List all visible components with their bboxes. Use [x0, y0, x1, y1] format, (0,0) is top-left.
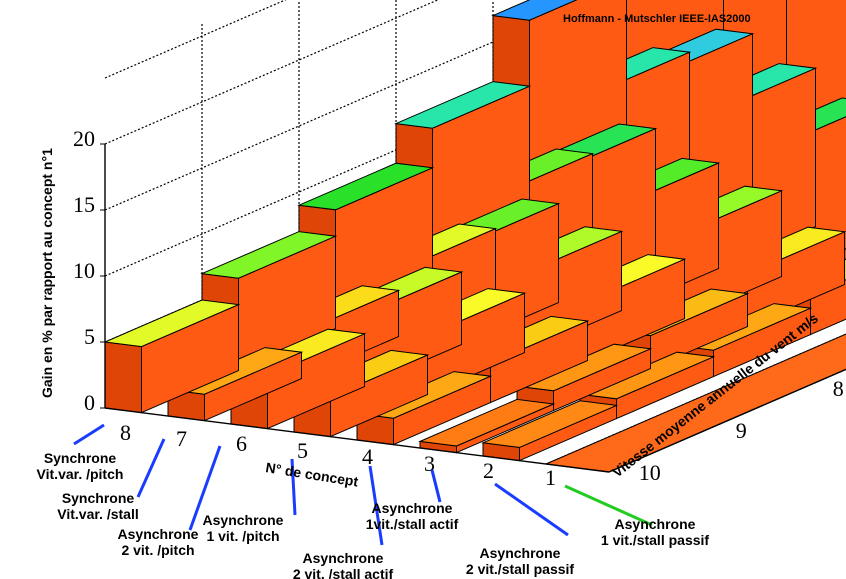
bar-top: [297, 162, 435, 211]
concept-name: Vit.var. /pitch: [37, 466, 124, 482]
concept-name: Asynchrone: [118, 526, 199, 542]
bar-top: [491, 0, 578, 21]
concept-leader-line: [188, 445, 222, 531]
chart-credit: Hoffmann - Mutschler IEEE-IAS2000: [563, 13, 751, 25]
grid-line-horizontal: [104, 0, 846, 211]
concept-number: 6: [236, 431, 247, 456]
bar-top: [103, 299, 241, 348]
z-tick-label: 9: [736, 418, 747, 443]
concept-number: 5: [297, 438, 308, 463]
concept-name: 1 vit. /pitch: [206, 528, 279, 544]
concept-number: 4: [362, 444, 373, 469]
chart-bars: [103, 0, 846, 462]
concept-name: Asynchrone: [203, 512, 284, 528]
bar-top: [481, 400, 619, 448]
concept-name: 2 vit. /pitch: [121, 542, 194, 558]
concept-leader-line: [290, 458, 297, 516]
concept-name: Asynchrone: [303, 550, 384, 566]
concept-name: Asynchrone: [480, 545, 561, 561]
y-tick-label: 20: [73, 126, 95, 151]
concept-name: 1vit./stall actif: [366, 516, 459, 532]
bar-top: [200, 231, 338, 279]
y-tick-label: 5: [84, 324, 95, 349]
y-tick-label: 10: [73, 258, 95, 283]
concept-name: Synchrone: [62, 490, 135, 506]
z-axis-line: [608, 368, 846, 473]
concept-name: 2 vit. /stall actif: [293, 566, 394, 579]
y-tick-label: 15: [73, 192, 95, 217]
chart-axes: [100, 143, 846, 473]
bar-front: [104, 341, 142, 414]
concept-leader-line: [136, 438, 166, 498]
concept-number: 2: [483, 458, 494, 483]
concept-name: Vit.var. /stall: [57, 506, 138, 522]
x-axis-line: [104, 407, 610, 473]
concept-name: 2 vit./stall passif: [466, 561, 574, 577]
concept-leader-line: [494, 482, 569, 537]
concept-leader-line: [73, 423, 105, 446]
concept-name: Asynchrone: [615, 516, 696, 532]
concept-leader-line: [430, 469, 442, 503]
x-axis-label: N° de concept: [265, 459, 360, 489]
concept-name: 1 vit./stall passif: [601, 532, 709, 548]
concept-name: Asynchrone: [372, 500, 453, 516]
z-tick-label: 8: [833, 376, 844, 401]
grid-line-horizontal: [104, 0, 287, 79]
concept-number: 3: [424, 451, 435, 476]
z-tick-label: 10: [639, 460, 661, 485]
bar-top: [394, 81, 532, 129]
concept-leader-line: [368, 465, 384, 546]
concept-number: 7: [176, 426, 187, 451]
concept-number: 1: [545, 465, 556, 490]
concept-number: 8: [120, 420, 131, 445]
y-axis-label: Gain en % par rapport au concept n°1: [39, 148, 55, 398]
concept-leader-line: [564, 484, 653, 527]
concept-name: Synchrone: [44, 450, 117, 466]
y-tick-label: 0: [84, 390, 95, 415]
grid-line-horizontal: [104, 0, 440, 145]
bar-top: [418, 398, 556, 447]
chart-labels: 0510152010987658SynchroneVit.var. /pitch…: [37, 126, 844, 579]
